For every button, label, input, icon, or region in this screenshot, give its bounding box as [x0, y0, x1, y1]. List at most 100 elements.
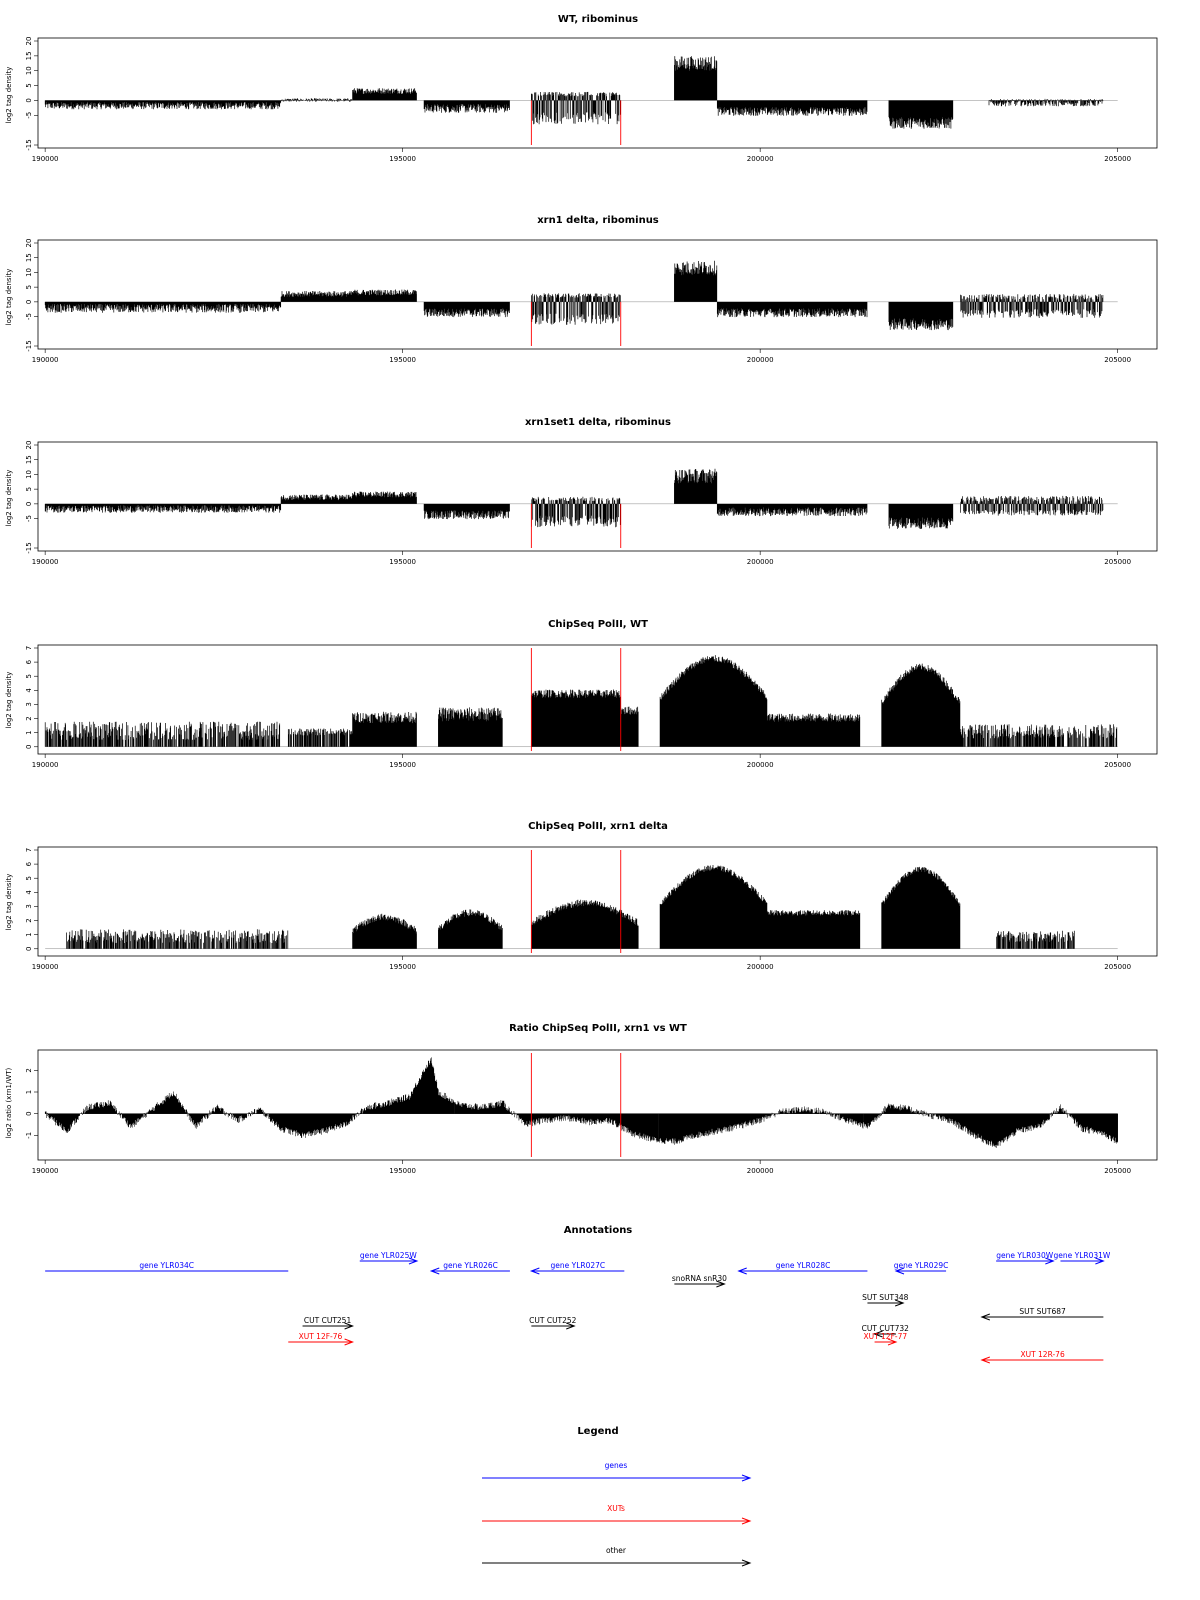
- arrow-head-icon: [716, 1280, 726, 1288]
- arrow-head-icon: [408, 1257, 419, 1265]
- y-tick-label: 15: [25, 455, 33, 464]
- ylabel-wt: log2 tag density: [5, 67, 13, 124]
- y-tick-label: -5: [25, 112, 33, 119]
- y-tick-label: 2: [25, 918, 33, 922]
- annotation-feature: gene YLR030W: [996, 1251, 1055, 1265]
- annotation-feature: SUT SUT348: [862, 1293, 909, 1307]
- y-tick-label: 20: [25, 239, 33, 248]
- x-tick-label: 195000: [389, 1167, 416, 1175]
- x-tick-label: 205000: [1104, 1167, 1131, 1175]
- y-tick-label: 2: [25, 1068, 33, 1072]
- plot-frame: [37, 239, 1158, 350]
- y-tick-label: 20: [25, 441, 33, 450]
- y-tick-label: 15: [25, 51, 33, 60]
- x-tick-label: 200000: [747, 356, 774, 364]
- annotation-feature: SUT SUT687: [980, 1307, 1104, 1321]
- arrow-head-icon: [894, 1267, 905, 1275]
- annotation-feature: CUT CUT251: [302, 1316, 355, 1330]
- y-tick-label: 4: [25, 890, 33, 895]
- annotation-feature: gene YLR028C: [737, 1261, 868, 1275]
- panel-title-ratio: Ratio ChipSeq PolII, xrn1 vs WT: [509, 1023, 687, 1034]
- annotation-feature: gene YLR029C: [894, 1261, 948, 1275]
- plot-frame: [37, 644, 1158, 755]
- signal-bars: [44, 468, 1104, 529]
- x-tick-label: 200000: [747, 155, 774, 163]
- y-tick-label: 3: [25, 904, 33, 908]
- y-tick-label: 0: [25, 745, 33, 749]
- signal-trace: [44, 468, 1104, 529]
- y-tick-label: 5: [25, 674, 33, 678]
- arrow-head-icon: [887, 1338, 898, 1346]
- signal-trace: [44, 56, 1104, 129]
- y-tick-label: 0: [25, 300, 33, 304]
- y-tick-label: 0: [25, 947, 33, 951]
- y-tick-label: 5: [25, 83, 33, 87]
- signal-bars: [44, 655, 1118, 747]
- legend-label: genes: [605, 1461, 628, 1470]
- x-tick-label: 205000: [1104, 558, 1131, 566]
- arrow-head-icon: [566, 1322, 576, 1330]
- y-tick-label: 15: [25, 253, 33, 262]
- signal-trace: [66, 865, 1075, 949]
- arrow-head-icon: [1045, 1257, 1055, 1265]
- panel-chipseq-xrn1: ChipSeq PolII, xrn1 delta log2 tag densi…: [5, 821, 1158, 971]
- legend-label: other: [606, 1546, 627, 1555]
- panel-chipseq-wt: ChipSeq PolII, WT log2 tag density 0 1 2 3 4…: [5, 619, 1158, 769]
- annotations-panel: Annotations gene YLR034C gene YLR025W gene…: [45, 1225, 1111, 1364]
- legend-item: genes: [482, 1461, 752, 1482]
- legend-panel: Legend genes XUTs other: [482, 1426, 752, 1567]
- arrow-head-icon: [741, 1559, 752, 1567]
- y-tick-label: 5: [25, 285, 33, 289]
- y-tick-label: 20: [25, 37, 33, 46]
- signal-trace: [44, 260, 1104, 331]
- plot-frame: [37, 846, 1158, 957]
- feature-label: gene YLR028C: [776, 1261, 831, 1270]
- y-tick-label: 1: [25, 932, 33, 936]
- y-tick-label: 3: [25, 702, 33, 706]
- plot-frame: [37, 441, 1158, 552]
- arrow-head-icon: [529, 1267, 540, 1275]
- annotation-feature: gene YLR031W: [1054, 1251, 1111, 1265]
- annotation-feature: gene YLR027C: [529, 1261, 625, 1275]
- signal-bars: [44, 56, 1104, 129]
- y-tick-label: -5: [25, 515, 33, 522]
- x-tick-label: 195000: [389, 155, 416, 163]
- x-tick-label: 205000: [1104, 155, 1131, 163]
- panel-title-wt: WT, ribominus: [558, 14, 638, 25]
- x-tick-label: 190000: [32, 356, 59, 364]
- panel-wt-ribominus: WT, ribominus log2 tag density -15 -5 0 5 10…: [5, 14, 1158, 163]
- legend-item: other: [482, 1546, 752, 1567]
- x-tick-label: 200000: [747, 963, 774, 971]
- feature-label: XUT 12F-77: [863, 1332, 907, 1341]
- y-tick-label: 2: [25, 716, 33, 720]
- y-tick-label: 7: [25, 848, 33, 852]
- y-tick-label: 6: [25, 861, 33, 866]
- annotations-title: Annotations: [564, 1225, 633, 1236]
- y-tick-label: 1: [25, 1090, 33, 1094]
- x-tick-label: 190000: [32, 963, 59, 971]
- signal-bars: [44, 260, 1104, 331]
- y-tick-label: 4: [25, 688, 33, 693]
- x-tick-label: 200000: [747, 761, 774, 769]
- x-tick-label: 190000: [32, 155, 59, 163]
- feature-label: CUT CUT252: [529, 1316, 577, 1325]
- feature-label: CUT CUT732: [862, 1324, 910, 1333]
- arrow-head-icon: [1095, 1257, 1105, 1265]
- arrow-head-icon: [980, 1356, 990, 1364]
- y-tick-label: 10: [25, 66, 33, 75]
- annotation-feature: CUT CUT732: [862, 1324, 910, 1338]
- ylabel-chip-xrn1: log2 tag density: [5, 874, 13, 931]
- arrow-head-icon: [344, 1322, 355, 1330]
- arrow-head-icon: [741, 1517, 752, 1525]
- feature-label: XUT 12R-76: [1020, 1350, 1065, 1359]
- feature-label: gene YLR030W: [996, 1251, 1053, 1260]
- panel-ratio: Ratio ChipSeq PolII, xrn1 vs WT log2 rat…: [5, 1023, 1158, 1175]
- legend-label: XUTs: [607, 1504, 625, 1513]
- y-tick-label: 7: [25, 646, 33, 650]
- panel-title-xrn1set1: xrn1set1 delta, ribominus: [525, 417, 671, 428]
- y-tick-label: 5: [25, 487, 33, 491]
- y-tick-label: 6: [25, 659, 33, 664]
- arrow-head-icon: [741, 1474, 752, 1482]
- arrow-head-icon: [873, 1330, 883, 1338]
